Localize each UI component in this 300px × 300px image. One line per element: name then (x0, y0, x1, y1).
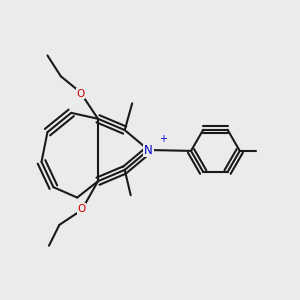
Text: O: O (76, 88, 84, 98)
Text: O: O (77, 204, 86, 214)
Text: N: N (144, 143, 153, 157)
Text: +: + (159, 134, 167, 144)
